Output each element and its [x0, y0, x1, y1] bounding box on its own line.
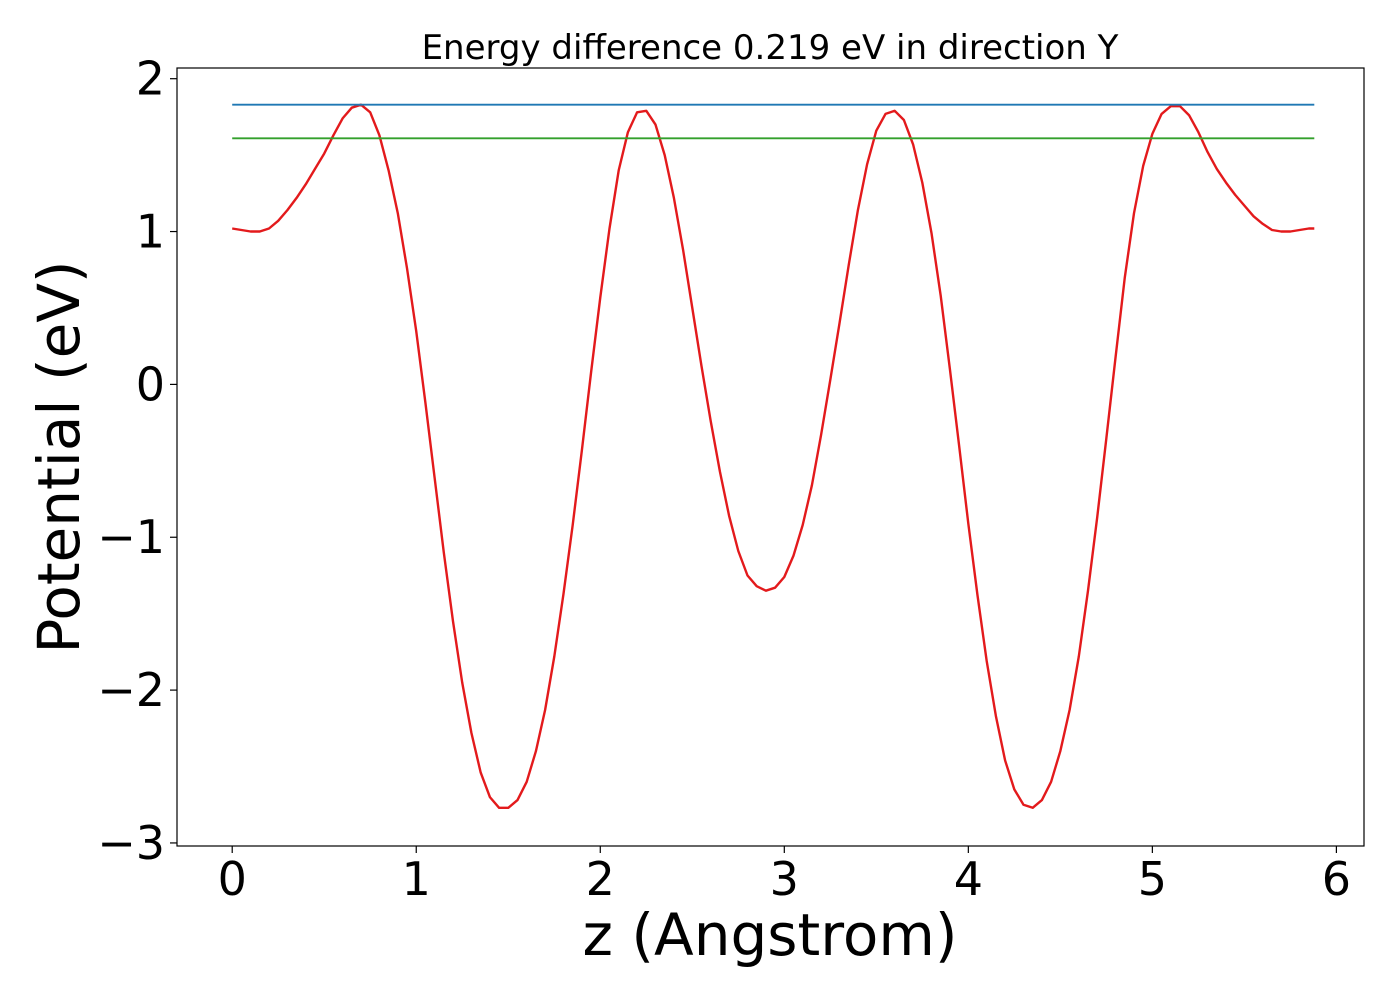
x-tick-label: 3	[770, 852, 799, 906]
plot-lines	[232, 103, 1315, 809]
series-line-0	[232, 103, 1315, 809]
x-tick-label: 5	[1138, 852, 1167, 906]
x-axis-label: z (Angstrom)	[583, 901, 958, 969]
y-tick-label: 2	[136, 52, 165, 106]
y-tick-label: −1	[97, 510, 165, 564]
y-tick-label: 0	[136, 357, 165, 411]
x-tick-label: 0	[218, 852, 247, 906]
y-axis-ticks: −3 −2 −1 0 1 2	[97, 52, 177, 870]
y-tick-label: −3	[97, 816, 165, 870]
y-axis-label: Potential (eV)	[25, 260, 93, 653]
y-tick-label: 1	[136, 205, 165, 259]
y-tick-label: −2	[97, 663, 165, 717]
chart-title: Energy difference 0.219 eV in direction …	[422, 28, 1119, 68]
x-tick-label: 1	[402, 852, 431, 906]
x-tick-label: 6	[1322, 852, 1351, 906]
plot-frame	[176, 67, 1365, 847]
x-tick-label: 2	[586, 852, 615, 906]
x-axis-ticks: 0 1 2 3 4 5 6	[218, 846, 1351, 906]
x-tick-label: 4	[954, 852, 983, 906]
